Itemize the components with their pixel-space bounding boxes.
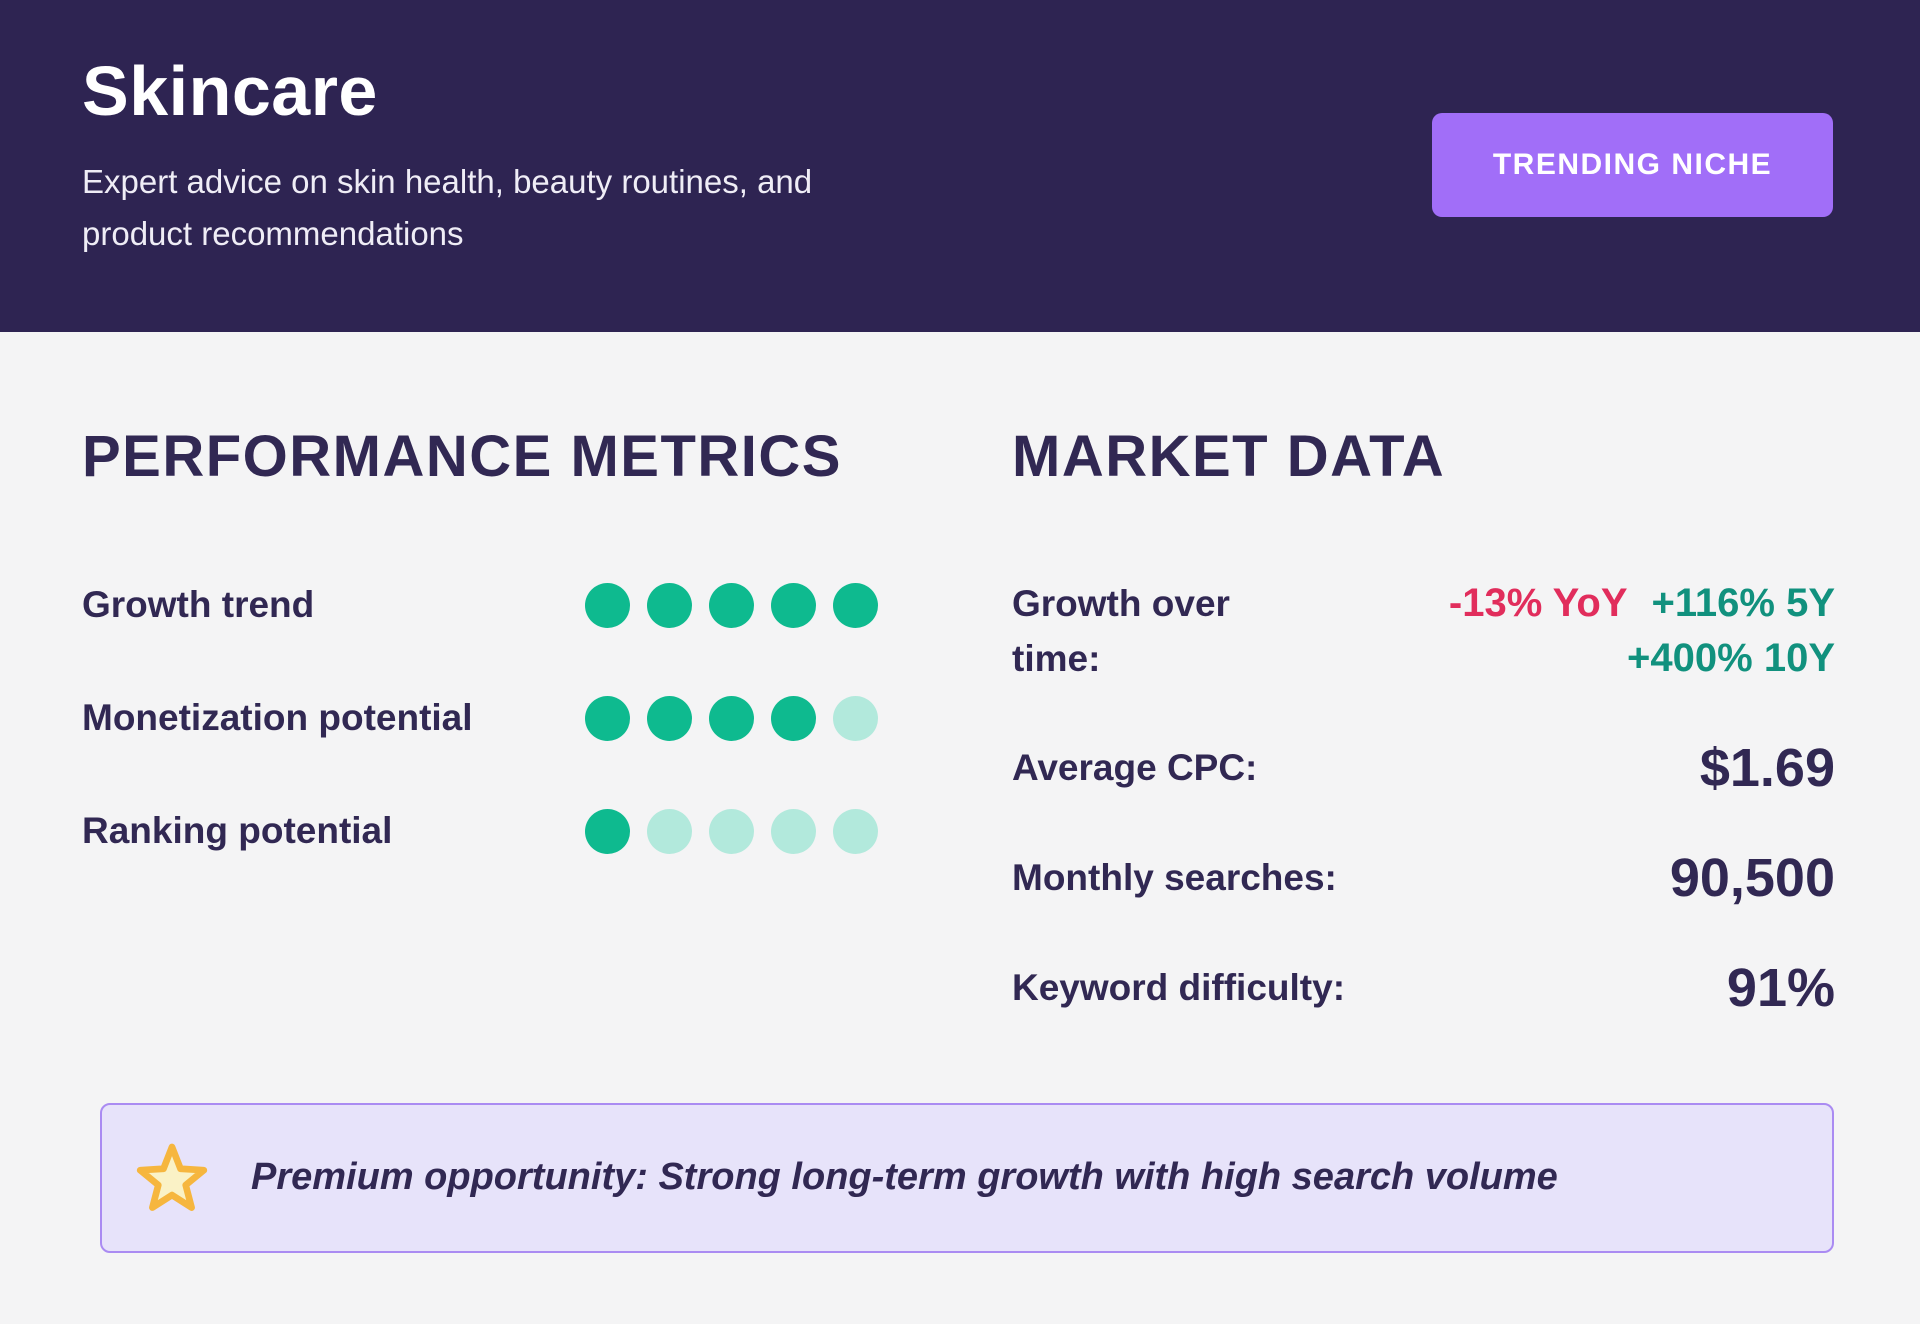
page-subtitle: Expert advice on skin health, beauty rou…: [82, 163, 813, 252]
rating-dot-filled: [771, 695, 816, 741]
rating-dot-empty: [771, 808, 816, 854]
premium-opportunity-banner: Premium opportunity: Strong long-term gr…: [100, 1102, 1834, 1253]
growth-values: -13% YoY +116% 5Y +400% 10Y: [1449, 576, 1835, 686]
keyword-difficulty-row: Keyword difficulty: 91%: [1012, 960, 1835, 1016]
rating-dot-empty: [709, 808, 754, 854]
rating-dot-filled: [585, 808, 630, 854]
growth-yoy-value: -13% YoY: [1448, 580, 1628, 625]
rating-dot-empty: [647, 808, 692, 854]
growth-10y-value: +400% 10Y: [1627, 635, 1835, 680]
market-label: Keyword difficulty:: [1012, 967, 1346, 1009]
rating-dots: [585, 582, 878, 628]
monthly-searches-row: Monthly searches: 90,500: [1012, 850, 1835, 906]
rating-dot-filled: [585, 582, 630, 628]
metric-row-monetization-potential: Monetization potential: [82, 695, 878, 741]
rating-dot-filled: [771, 582, 816, 628]
keyword-difficulty-value: 91%: [1726, 957, 1835, 1018]
market-heading: MARKET DATA: [1012, 424, 1446, 489]
metric-row-ranking-potential: Ranking potential: [82, 808, 878, 854]
rating-dot-filled: [647, 695, 692, 741]
market-label: Growth over time:: [1012, 582, 1230, 679]
monthly-searches-value: 90,500: [1669, 847, 1835, 908]
rating-dot-filled: [647, 582, 692, 628]
trending-niche-badge: TRENDING NICHE: [1432, 113, 1833, 217]
metric-label: Ranking potential: [82, 810, 393, 852]
card-header: Skincare Expert advice on skin health, b…: [0, 0, 1920, 332]
banner-text: Premium opportunity: Strong long-term gr…: [251, 1156, 1558, 1199]
market-rows: Growth over time: -13% YoY +116% 5Y +400%…: [1012, 576, 1835, 1016]
page-title: Skincare: [82, 52, 378, 130]
main-content: PERFORMANCE METRICS Growth trend Monetiz…: [0, 332, 1920, 1016]
rating-dots: [585, 695, 878, 741]
performance-heading: PERFORMANCE METRICS: [82, 424, 842, 489]
growth-line-1: -13% YoY +116% 5Y: [1449, 581, 1835, 625]
average-cpc-row: Average CPC: $1.69: [1012, 740, 1835, 796]
growth-over-time-row: Growth over time: -13% YoY +116% 5Y +400%…: [1012, 576, 1835, 686]
rating-dots: [585, 808, 878, 854]
growth-5y-value: +116% 5Y: [1651, 580, 1836, 625]
rating-dot-filled: [709, 695, 754, 741]
star-icon: [136, 1143, 208, 1211]
market-section: MARKET DATA Growth over time: -13% YoY +1…: [1012, 424, 1835, 1016]
average-cpc-value: $1.69: [1699, 737, 1835, 798]
metric-row-growth-trend: Growth trend: [82, 582, 878, 628]
performance-section: PERFORMANCE METRICS Growth trend Monetiz…: [82, 424, 878, 1016]
metric-label: Growth trend: [82, 584, 315, 626]
niche-card: Skincare Expert advice on skin health, b…: [0, 0, 1920, 1253]
rating-dot-empty: [833, 695, 878, 741]
rating-dot-filled: [585, 695, 630, 741]
rating-dot-filled: [709, 582, 754, 628]
rating-dot-empty: [833, 808, 878, 854]
rating-dot-filled: [833, 582, 878, 628]
metric-label: Monetization potential: [82, 697, 473, 739]
performance-rows: Growth trend Monetization potential Rank…: [82, 582, 878, 854]
market-label: Average CPC:: [1012, 747, 1258, 789]
market-label: Monthly searches:: [1012, 857, 1337, 899]
